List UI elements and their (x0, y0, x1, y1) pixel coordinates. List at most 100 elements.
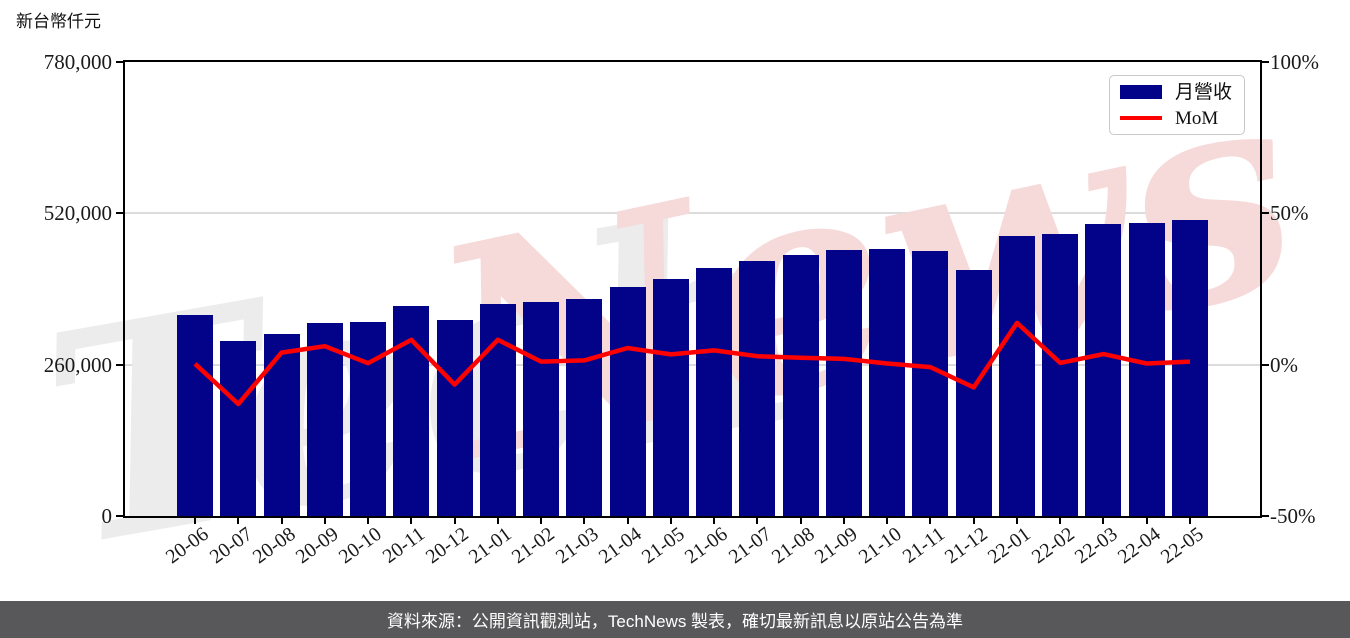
bar-swatch-icon (1120, 85, 1162, 99)
x-axis-tick-label-text: 21-06 (681, 523, 733, 569)
revenue-bar-21-10 (869, 249, 906, 516)
legend-item-revenue: 月營收 (1120, 81, 1234, 103)
x-axis-tick-label-text: 20-07 (205, 523, 257, 569)
revenue-bar-22-04 (1128, 223, 1165, 516)
revenue-bar-21-12 (955, 270, 992, 516)
footer-bar: 資料來源：公開資訊觀測站，TechNews 製表，確切最新訊息以原站公告為準 (0, 601, 1350, 638)
y-tick-left (116, 515, 125, 517)
legend: 月營收 MoM (1109, 75, 1245, 135)
y-axis-tick-label-left: 260,000 (43, 352, 112, 377)
y-axis-tick-label-left: 520,000 (43, 201, 112, 226)
x-axis-tick-label-text: 22-05 (1157, 523, 1208, 569)
x-axis-tick-label-text: 21-01 (465, 523, 516, 569)
revenue-bar-21-11 (912, 251, 949, 516)
x-tick (237, 518, 240, 524)
gridline (125, 363, 1260, 366)
y-axis-tick-label-left: 0 (101, 504, 113, 528)
x-tick (842, 518, 845, 524)
revenue-bar-21-09 (825, 250, 862, 516)
x-tick (540, 518, 543, 524)
revenue-bar-20-09 (306, 322, 343, 516)
revenue-bar-21-07 (739, 261, 776, 516)
x-tick (799, 518, 802, 524)
x-tick (1102, 518, 1105, 524)
revenue-bar-22-03 (1085, 224, 1122, 516)
y-tick-right (1260, 515, 1269, 517)
x-tick (1189, 518, 1191, 524)
x-axis-tick-label-text: 20-11 (379, 523, 430, 568)
x-axis-tick-label-text: 21-05 (638, 523, 689, 569)
x-axis-tick-label-text: 22-03 (1070, 523, 1122, 569)
x-tick (367, 518, 370, 524)
y-axis-tick-label-right: 100% (1270, 50, 1319, 74)
revenue-bar-21-02 (523, 301, 560, 516)
x-tick (1059, 518, 1062, 524)
y-axis-tick-label-left: 780,000 (43, 50, 112, 74)
y-axis-tick-label-right: 50% (1270, 201, 1309, 226)
x-tick (972, 518, 975, 524)
x-axis-tick-label-text: 21-10 (854, 523, 906, 569)
revenue-bar-21-04 (609, 286, 646, 516)
x-axis-tick-label-text: 20-12 (421, 523, 473, 569)
x-axis-tick-label-text: 21-11 (898, 523, 949, 568)
mom-polyline (193, 320, 1191, 407)
x-tick (713, 518, 716, 524)
revenue-bar-22-01 (998, 236, 1035, 516)
revenue-bar-21-03 (566, 298, 603, 516)
x-axis-tick-label-text: 20-09 (292, 523, 343, 569)
revenue-bar-22-02 (1042, 234, 1079, 516)
x-axis-tick-label-text: 20-06 (162, 523, 213, 569)
legend-item-mom: MoM (1120, 107, 1234, 129)
gridline (125, 212, 1260, 215)
x-axis-tick-label-text: 21-12 (940, 523, 992, 569)
x-tick (1015, 518, 1018, 524)
revenue-bar-20-12 (436, 319, 473, 516)
y-axis-tick-label-right: -50% (1270, 504, 1316, 528)
x-axis-tick-label-text: 20-10 (335, 523, 386, 569)
y-tick-right (1260, 212, 1269, 215)
legend-label-revenue: 月營收 (1175, 81, 1233, 103)
legend-label-mom: MoM (1175, 107, 1219, 129)
x-axis-tick-label-text: 21-09 (811, 523, 862, 569)
y-axis-unit-label: 新台幣仟元 (16, 12, 101, 31)
y-tick-right (1260, 61, 1269, 63)
revenue-bar-21-05 (652, 279, 689, 516)
data-source-text: 資料來源：公開資訊觀測站，TechNews 製表，確切最新訊息以原站公告為準 (386, 612, 964, 631)
x-tick (1145, 518, 1148, 524)
y-axis-tick-label-right: 0% (1270, 352, 1298, 377)
y-tick-left (116, 212, 125, 215)
x-tick (280, 518, 283, 524)
x-tick (583, 518, 586, 524)
revenue-bar-20-07 (220, 340, 257, 516)
y-tick-left (116, 363, 125, 366)
x-tick (323, 518, 326, 524)
x-tick (453, 518, 456, 524)
x-axis-tick-label-text: 20-08 (248, 523, 300, 569)
y-tick-right (1260, 363, 1269, 366)
x-tick (410, 518, 413, 524)
x-axis-tick-label-text: 21-04 (594, 523, 646, 569)
x-axis-tick-label-text: 21-03 (551, 523, 603, 569)
x-tick (194, 518, 196, 524)
revenue-bar-21-08 (782, 255, 819, 516)
x-axis-tick-label-text: 21-08 (767, 523, 819, 569)
revenue-bar-21-06 (696, 268, 733, 516)
x-tick (669, 518, 672, 524)
x-axis-tick-label-text: 21-02 (508, 523, 560, 569)
revenue-bar-20-06 (177, 314, 213, 516)
x-tick (496, 518, 499, 524)
x-axis-tick-label-text: 21-07 (724, 523, 776, 569)
x-tick (929, 518, 932, 524)
plot-area (125, 62, 1260, 516)
mom-line (193, 320, 1191, 407)
x-axis-tick-label-text: 22-04 (1113, 523, 1165, 569)
x-axis-tick-label-text: 22-02 (1027, 523, 1079, 569)
x-tick (626, 518, 629, 524)
x-tick (756, 518, 759, 524)
line-swatch-icon (1120, 115, 1162, 121)
x-tick (886, 518, 889, 524)
revenue-bar-22-05 (1172, 220, 1208, 516)
y-tick-left (116, 61, 125, 63)
x-axis-tick-label-text: 22-01 (984, 523, 1035, 569)
